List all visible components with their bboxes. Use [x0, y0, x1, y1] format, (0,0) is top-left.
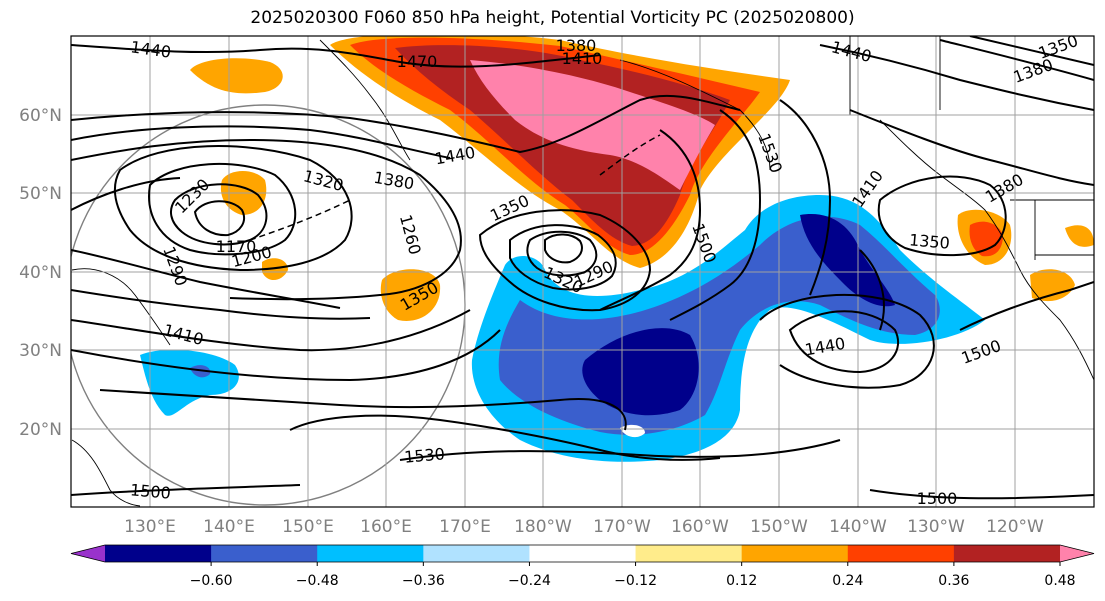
lon-label: 120°W — [986, 517, 1044, 537]
lat-label: 60°N — [19, 106, 62, 126]
colorbar-segment — [317, 545, 424, 562]
colorbar-tick-label: −0.48 — [296, 573, 339, 589]
longitude-labels: 130°E 140°E 150°E 160°E 170°E 180°W 170°… — [124, 517, 1044, 537]
pv-negative-fill — [140, 195, 985, 462]
colorbar-extension-low — [71, 545, 105, 562]
colorbar-outline — [70, 544, 1095, 563]
lon-label: 180°W — [514, 517, 572, 537]
lon-label: 130°W — [907, 517, 965, 537]
map-title: 2025020300 F060 850 hPa height, Potentia… — [250, 8, 855, 28]
lon-label: 140°E — [203, 517, 255, 537]
lon-label: 170°E — [439, 517, 491, 537]
colorbar-tick-label: 0.48 — [1044, 573, 1075, 589]
lon-label: 160°W — [671, 517, 729, 537]
map-frame — [70, 35, 1095, 508]
lon-label: 170°W — [593, 517, 651, 537]
colorbar-tick-label: −0.60 — [190, 573, 233, 589]
contour-label: 1350 — [908, 230, 950, 252]
colorbar-tick-label: −0.12 — [614, 573, 657, 589]
lat-label: 20°N — [19, 420, 62, 440]
lon-label: 150°E — [282, 517, 334, 537]
gridlines — [71, 36, 1094, 507]
contour-label: 1170 — [216, 237, 257, 256]
contour-label: 1500 — [917, 489, 958, 508]
contour-label: 1380 — [556, 36, 597, 55]
contour-label: 1530 — [403, 444, 445, 466]
lat-label: 40°N — [19, 263, 62, 283]
lat-label: 30°N — [19, 341, 62, 361]
colorbar-segment — [953, 545, 1061, 562]
colorbar-tick-label: −0.36 — [402, 573, 445, 589]
contour-label: 1500 — [129, 480, 171, 502]
colorbar-tick-label: 0.12 — [726, 573, 757, 589]
colorbar-tick-label: −0.24 — [508, 573, 551, 589]
colorbar-segment — [105, 545, 212, 562]
latitude-labels: 60°N 50°N 40°N 30°N 20°N — [19, 106, 62, 440]
height-contours — [71, 36, 1094, 500]
lon-label: 150°W — [750, 517, 808, 537]
colorbar-segment — [211, 545, 318, 562]
lon-label: 140°W — [829, 517, 887, 537]
colorbar: −0.60 −0.48 −0.36 −0.24 −0.12 0.12 0.24 0.36 0.4… — [70, 544, 1095, 589]
trough-lines — [249, 134, 661, 241]
lon-label: 160°E — [360, 517, 412, 537]
contour-label: 1470 — [397, 52, 438, 71]
colorbar-extension-high — [1060, 545, 1094, 562]
colorbar-tick-label: 0.24 — [832, 573, 863, 589]
lon-label: 130°E — [124, 517, 176, 537]
colorbar-tick-label: 0.36 — [938, 573, 969, 589]
colorbar-segment — [423, 545, 530, 562]
colorbar-segment — [635, 545, 743, 562]
contour-label: 1410 — [562, 49, 603, 68]
colorbar-segment — [741, 545, 849, 562]
lat-label: 50°N — [19, 184, 62, 204]
colorbar-segment — [529, 545, 637, 562]
colorbar-segment — [847, 545, 955, 562]
